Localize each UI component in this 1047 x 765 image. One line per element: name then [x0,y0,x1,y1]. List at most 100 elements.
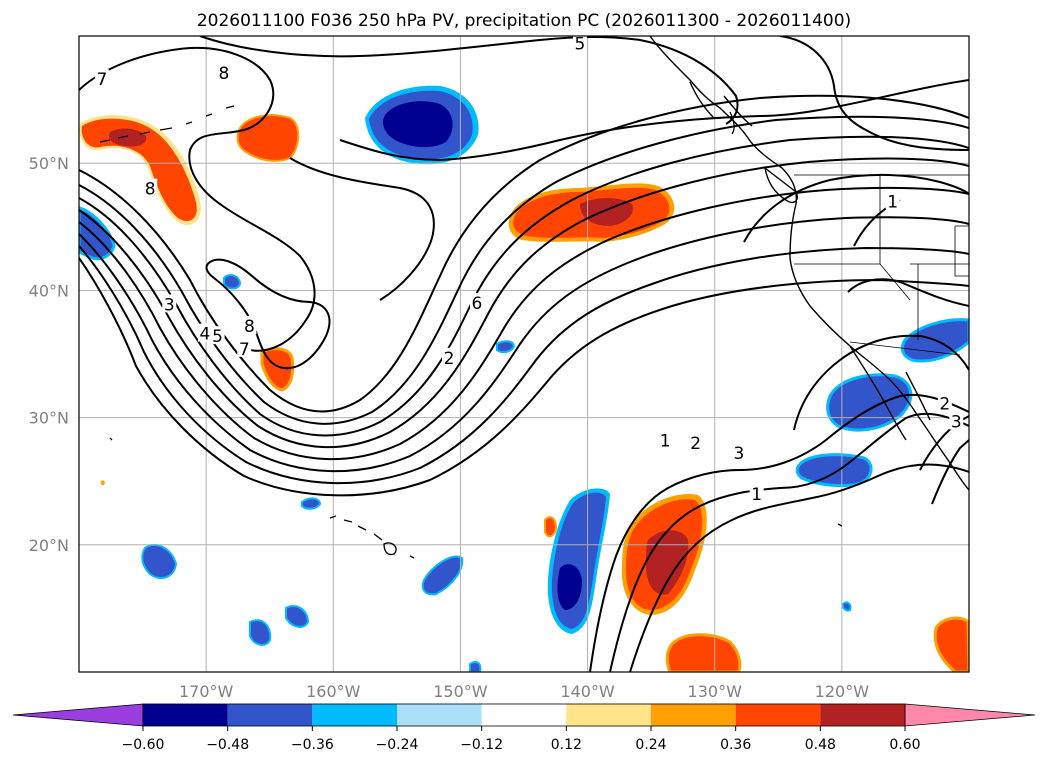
precip-negative-north [365,85,479,165]
pv-contour-mexico-3 [931,439,969,505]
pv-contour-west-3 [79,135,969,437]
colorbar-tick-label: −0.36 [291,737,334,753]
contour-label-bg [237,338,252,357]
contour-label: 1 [660,431,671,451]
lon-tick-label: 160°W [306,682,361,701]
contour-label: 3 [733,444,744,464]
precip-negative-mexico-w [795,453,873,488]
contour-label: 2 [690,434,701,454]
pv-contour-southern-2 [609,412,969,672]
state-borders [794,175,969,340]
colorbar-segment [143,704,228,726]
precip-negative-hawaii-se [421,555,464,596]
contour-label: 7 [239,340,250,360]
precip-negative-west-small [141,543,178,580]
contour-label: 6 [472,294,483,314]
precip-negative-band-south [547,488,610,634]
coastline-north-america [649,36,969,491]
lon-tick-label: 170°W [179,682,234,701]
contour-label-bg [242,316,257,335]
colorbar-tick-label: 0.48 [805,737,836,753]
pv-contour-enclosed-pacific [205,258,331,370]
contour-label: 4 [199,325,210,345]
precip-negative-small-hawaii [301,497,322,510]
pv-contours [79,36,969,672]
contour-label: 3 [951,412,962,432]
colorbar-tick-label: −0.24 [376,737,419,753]
pv-contour-west-7 [79,245,969,485]
precip-positive-south [665,633,742,672]
contour-label: 3 [164,295,175,315]
colorbar-tick-label: −0.60 [122,737,165,753]
pv-contour-trough [339,79,969,162]
contour-label-bg [94,69,109,88]
contour-label-bg [731,443,746,462]
contour-label: 8 [219,64,230,84]
contour-label-bg [441,347,456,366]
precip-positive-small-1 [544,516,558,538]
contour-label: 1 [887,192,898,212]
contour-label-bg [688,433,703,452]
pv-contour-west-6 [79,216,969,473]
map-background [79,36,969,672]
precip-negative-small-central [496,340,516,354]
colorbar-tick-label: 0.60 [889,737,920,753]
colorbar-tick-label: 0.12 [551,737,582,753]
lat-tick-label: 40°N [29,281,69,300]
pv-contour-west-4 [79,157,969,449]
colorbar-tick-label: 0.36 [720,737,751,753]
lon-tick-label: 120°W [815,682,870,701]
contour-label-bg [749,483,764,502]
precip-negative-south-tiny [469,661,482,672]
pv-contour-east-2 [743,173,969,243]
pv-contour-mexico-1 [793,334,969,431]
precip-positive-hawaii-east [621,494,707,615]
precip-negative-east-tiny [841,601,852,612]
pv-contour-southern-1 [589,393,969,672]
latitude-labels: 50°N 40°N 30°N 20°N [29,154,69,555]
precip-positive-small-2 [100,480,105,486]
contour-label-bg [572,36,587,52]
pv-contour-north-loop [79,46,316,352]
colorbar-tick-label: 0.24 [635,737,666,753]
colorbar-segment [397,704,482,726]
aleutian-islands [99,105,235,143]
coastline-vancouver-island [763,166,798,204]
colorbar-segment [227,704,313,726]
longitude-labels: 170°W 160°W 150°W 140°W 130°W 120°W [179,682,869,701]
contour-label-bg [658,430,673,449]
contour-label: 8 [145,180,156,200]
contour-label-bg [885,191,900,210]
colorbar-segment [651,704,736,726]
precip-negative-sw-2 [285,604,310,628]
lon-tick-label: 140°W [560,682,615,701]
contour-label-bg [210,326,225,345]
contour-label-bg [949,411,964,430]
contour-label: 7 [96,70,107,90]
colorbar-tick-label: −0.12 [460,737,503,753]
map-frame [78,35,970,673]
pv-contour-jet-south [289,157,435,301]
lat-tick-label: 20°N [29,536,69,555]
contour-label: 5 [575,35,586,55]
colorbar-segment [312,704,397,726]
pv-contour-west-8 [79,257,969,497]
precip-negative-sw-1 [249,619,272,646]
precip-positive-southeast [933,616,969,672]
haida-gwaii [729,111,735,135]
colorbar-tick-label: −0.48 [206,737,249,753]
colorbar-segment [735,704,821,726]
contour-label: 2 [939,395,950,415]
contour-label: 2 [444,349,455,369]
precipitation-shading [79,85,969,672]
contour-label-bg [216,62,231,81]
lon-tick-label: 130°W [688,682,743,701]
figure-title: 2026011100 F036 250 hPa PV, precipitatio… [197,11,851,31]
pv-contour-west-5 [79,186,969,461]
contour-label-bg [143,178,158,197]
coastline-baja [849,345,907,441]
lat-tick-label: 50°N [29,154,69,173]
pv-contour-west-2 [79,115,969,425]
